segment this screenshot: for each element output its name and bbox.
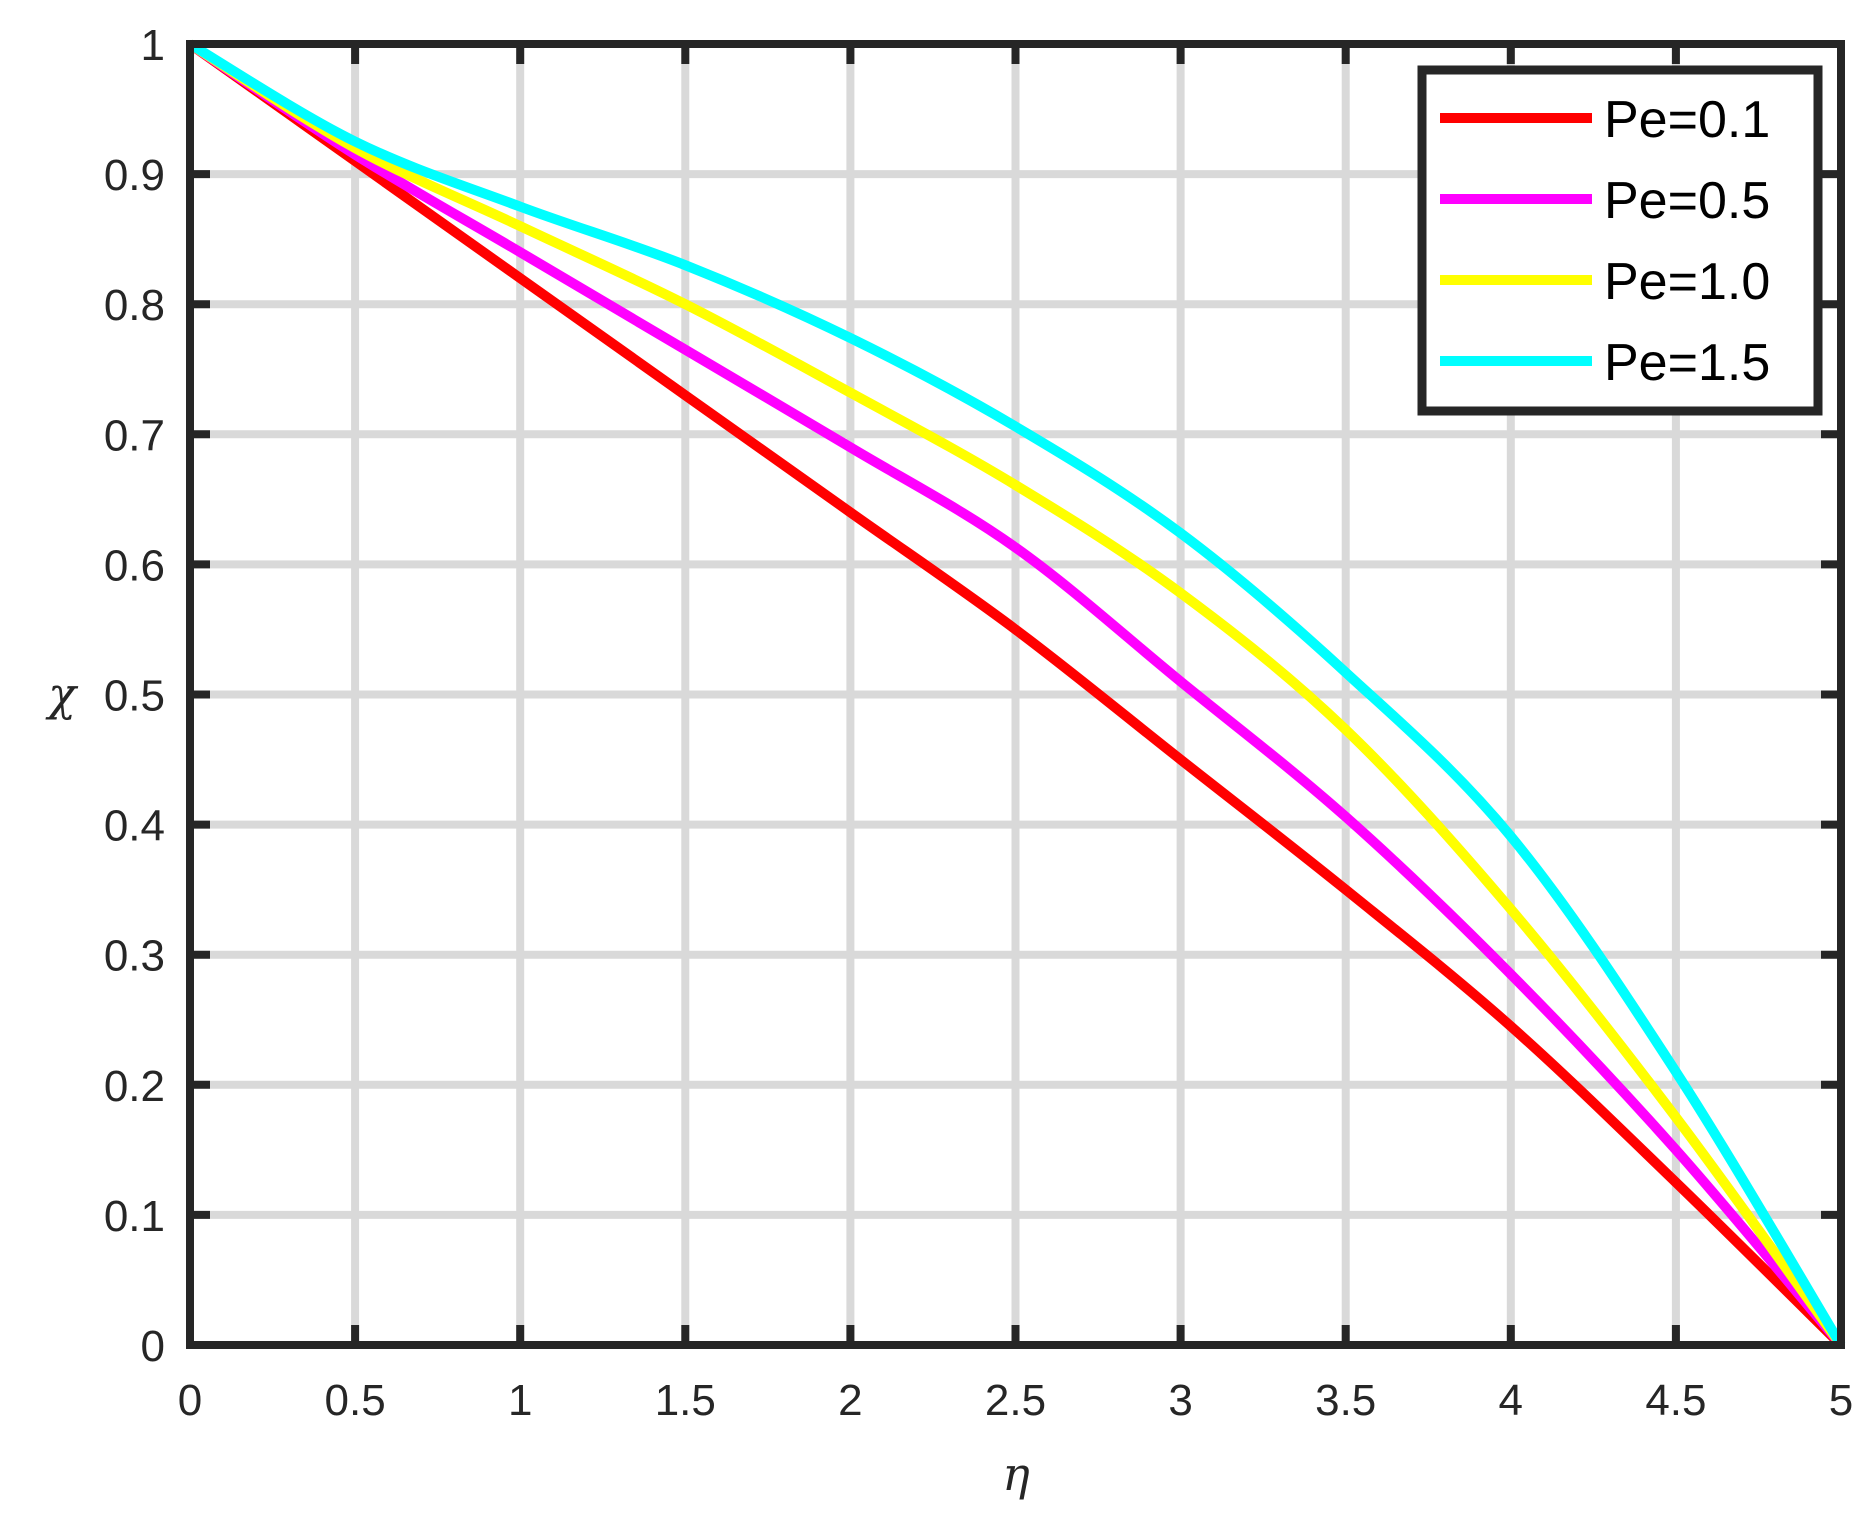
y-tick-label: 0.8 (104, 281, 165, 330)
x-tick-label: 2 (838, 1376, 862, 1425)
y-tick-label: 0.1 (104, 1192, 165, 1241)
legend-label: Pe=1.5 (1604, 334, 1770, 392)
y-tick-label: 0.2 (104, 1062, 165, 1111)
y-tick-label: 0.6 (104, 541, 165, 590)
x-tick-label: 4 (1499, 1376, 1523, 1425)
series-line-pe-0-1 (187, 39, 1845, 1349)
axis-ticks (186, 40, 1845, 1349)
x-tick-label: 2.5 (985, 1376, 1046, 1425)
y-tick-labels: 0 0.1 0.2 0.3 0.4 0.5 0.6 0.7 0.8 0.9 1 (104, 21, 165, 1371)
series-line-pe-0-5 (187, 39, 1845, 1349)
grid-lines (190, 44, 1841, 1345)
legend: Pe=0.1 Pe=0.5 Pe=1.0 Pe=1.5 (1417, 65, 1823, 416)
x-tick-label: 0.5 (325, 1376, 386, 1425)
y-tick-label: 0.7 (104, 411, 165, 460)
series-line-pe-1-5 (187, 39, 1846, 1348)
legend-label: Pe=1.0 (1604, 253, 1770, 311)
x-axis-label: η (1002, 1447, 1030, 1501)
y-tick-label: 0 (141, 1322, 165, 1371)
x-tick-label: 4.5 (1645, 1376, 1706, 1425)
x-tick-label: 1 (508, 1376, 532, 1425)
y-tick-label: 0.5 (104, 672, 165, 721)
x-tick-labels: 0 0.5 1 1.5 2 2.5 3 3.5 4 4.5 5 (178, 1376, 1853, 1425)
y-tick-label: 0.4 (104, 802, 165, 851)
series-line-pe-1-0 (187, 39, 1846, 1348)
legend-label: Pe=0.5 (1604, 172, 1770, 230)
y-tick-label: 0.3 (104, 932, 165, 981)
y-tick-label: 1 (141, 21, 165, 70)
data-series (187, 39, 1846, 1349)
x-tick-label: 0 (178, 1376, 202, 1425)
x-tick-label: 5 (1829, 1376, 1853, 1425)
y-axis-label: χ (45, 667, 79, 721)
x-tick-label: 3 (1168, 1376, 1192, 1425)
y-tick-label: 0.9 (104, 151, 165, 200)
legend-box (1417, 65, 1823, 416)
x-tick-label: 1.5 (655, 1376, 716, 1425)
x-tick-label: 3.5 (1315, 1376, 1376, 1425)
legend-label: Pe=0.1 (1604, 91, 1770, 149)
